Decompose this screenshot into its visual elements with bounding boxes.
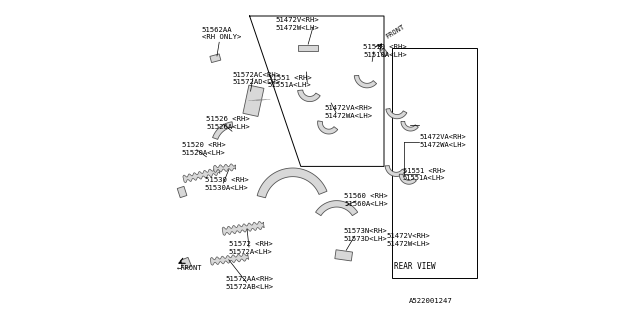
Polygon shape [401, 121, 419, 131]
Bar [392, 48, 477, 278]
Polygon shape [177, 186, 187, 198]
Polygon shape [214, 164, 236, 172]
Text: 51472VA<RH>
51472WA<LH>: 51472VA<RH> 51472WA<LH> [419, 134, 466, 148]
Text: 51472V<RH>
51472W<LH>: 51472V<RH> 51472W<LH> [276, 17, 319, 31]
Polygon shape [380, 48, 388, 57]
Polygon shape [243, 85, 264, 116]
Text: 51572 <RH>
51572A<LH>: 51572 <RH> 51572A<LH> [229, 241, 273, 255]
Polygon shape [210, 54, 221, 63]
Text: A522001247: A522001247 [408, 298, 452, 304]
Polygon shape [257, 168, 327, 198]
Text: 51572AC<RH>
51572AD<LH>: 51572AC<RH> 51572AD<LH> [232, 72, 280, 85]
Polygon shape [298, 90, 320, 101]
Polygon shape [298, 45, 319, 51]
Text: 51510 <RH>
51510A<LH>: 51510 <RH> 51510A<LH> [364, 44, 407, 58]
Polygon shape [317, 121, 338, 134]
Polygon shape [316, 201, 358, 216]
Text: 51526 <RH>
51526A<LH>: 51526 <RH> 51526A<LH> [206, 116, 250, 130]
Polygon shape [335, 250, 353, 261]
Text: 51520 <RH>
51520A<LH>: 51520 <RH> 51520A<LH> [182, 142, 225, 156]
Polygon shape [222, 221, 264, 235]
Text: 51551 <RH>
51551A<LH>: 51551 <RH> 51551A<LH> [403, 168, 445, 181]
Text: 51572AA<RH>
51572AB<LH>: 51572AA<RH> 51572AB<LH> [226, 276, 274, 290]
Text: 51562AA
<RH ONLY>: 51562AA <RH ONLY> [202, 27, 241, 40]
Text: ←FRONT: ←FRONT [177, 265, 202, 271]
Polygon shape [212, 122, 233, 140]
Text: 51551 <RH>
51551A<LH>: 51551 <RH> 51551A<LH> [268, 75, 312, 88]
Text: 51573N<RH>
51573D<LH>: 51573N<RH> 51573D<LH> [343, 228, 387, 242]
Polygon shape [386, 108, 407, 119]
Polygon shape [180, 257, 191, 269]
Text: 51472VA<RH>
51472WA<LH>: 51472VA<RH> 51472WA<LH> [325, 105, 373, 119]
Text: REAR VIEW: REAR VIEW [394, 262, 435, 271]
Polygon shape [355, 76, 376, 88]
Polygon shape [385, 166, 406, 176]
Polygon shape [183, 168, 220, 183]
Text: 51472V<RH>
51472W<LH>: 51472V<RH> 51472W<LH> [386, 233, 430, 247]
Text: 51560 <RH>
51560A<LH>: 51560 <RH> 51560A<LH> [344, 193, 388, 207]
Text: 51530 <RH>
51530A<LH>: 51530 <RH> 51530A<LH> [205, 177, 248, 191]
Polygon shape [399, 174, 417, 184]
Polygon shape [211, 253, 248, 265]
Text: FRONT: FRONT [385, 24, 406, 40]
